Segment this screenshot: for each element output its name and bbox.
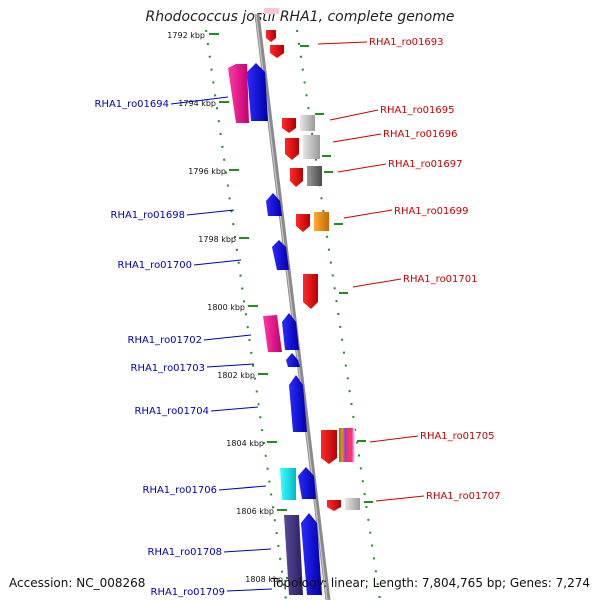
gene-arrow[interactable] xyxy=(303,274,318,309)
kbp-tick: 1800 kbp xyxy=(207,303,258,312)
gene-label-ro01706[interactable]: RHA1_ro01706 xyxy=(143,485,267,496)
gene-arrow[interactable] xyxy=(282,313,299,350)
map-title: Rhodococcus jostii RHA1, complete genome xyxy=(145,9,455,25)
kbp-tick: 1802 kbp xyxy=(217,371,268,380)
gene-label-ro01694[interactable]: RHA1_ro01694 xyxy=(95,96,229,110)
gene-arrow[interactable] xyxy=(285,138,299,160)
gene-name: RHA1_ro01693 xyxy=(369,37,444,48)
gene-label-ro01708[interactable]: RHA1_ro01708 xyxy=(148,547,272,558)
gene-arrow[interactable] xyxy=(286,353,300,367)
gene-arrow[interactable] xyxy=(282,118,296,133)
gene-arrow[interactable] xyxy=(296,214,310,232)
kbp-tick: 1804 kbp xyxy=(226,439,277,448)
gene-arrow[interactable] xyxy=(247,63,268,121)
kbp-tick: 1792 kbp xyxy=(167,31,219,40)
gene-name: RHA1_ro01702 xyxy=(128,335,203,346)
kbp-label: 1802 kbp xyxy=(217,371,255,380)
topology-text: Topology: linear; Length: 7,804,765 bp; … xyxy=(270,576,590,590)
gene-arrow[interactable] xyxy=(284,515,303,595)
gene-label-ro01707[interactable]: RHA1_ro01707 xyxy=(375,491,501,502)
gene-name: RHA1_ro01704 xyxy=(135,406,210,417)
gene-name: RHA1_ro01698 xyxy=(111,210,186,221)
accession-text: Accession: NC_008268 xyxy=(9,576,146,590)
gene-label-ro01695[interactable]: RHA1_ro01695 xyxy=(329,105,455,121)
gene-arrow[interactable] xyxy=(327,500,341,511)
gene-arrow[interactable] xyxy=(307,166,322,186)
kbp-tick: 1794 kbp xyxy=(178,99,229,108)
gene-arrow[interactable] xyxy=(345,498,360,510)
gene-label-ro01693[interactable]: RHA1_ro01693 xyxy=(317,37,444,48)
gene-label-ro01698[interactable]: RHA1_ro01698 xyxy=(111,209,235,221)
gene-arrow[interactable] xyxy=(263,315,282,352)
kbp-label: 1792 kbp xyxy=(167,31,205,40)
gene-label-ro01699[interactable]: RHA1_ro01699 xyxy=(343,206,469,219)
gene-name: RHA1_ro01709 xyxy=(151,587,226,598)
gene-name: RHA1_ro01696 xyxy=(383,129,458,140)
gene-arrow[interactable] xyxy=(300,115,315,131)
gene-arrow[interactable] xyxy=(266,30,276,42)
gene-arrow[interactable] xyxy=(280,468,296,500)
kbp-tick: 1798 kbp xyxy=(198,235,249,244)
gene-label-ro01702[interactable]: RHA1_ro01702 xyxy=(128,334,252,346)
kbp-label: 1800 kbp xyxy=(207,303,245,312)
gene-name: RHA1_ro01705 xyxy=(420,431,495,442)
gene-arrow[interactable] xyxy=(298,467,316,499)
gene-name: RHA1_ro01699 xyxy=(394,206,469,217)
kbp-label: 1804 kbp xyxy=(226,439,264,448)
kbp-label: 1806 kbp xyxy=(236,507,274,516)
kbp-label: 1794 kbp xyxy=(178,99,216,108)
genome-axis xyxy=(254,13,331,600)
kbp-label: 1798 kbp xyxy=(198,235,236,244)
gene-arrow[interactable] xyxy=(314,212,329,231)
gene-arrow[interactable] xyxy=(289,375,307,432)
gene-arrow[interactable] xyxy=(301,513,322,595)
gene-arrow[interactable] xyxy=(228,64,249,123)
gene-label-ro01696[interactable]: RHA1_ro01696 xyxy=(332,129,458,143)
gene-name: RHA1_ro01697 xyxy=(388,159,463,170)
kbp-label: 1808 kbp xyxy=(245,575,283,584)
gene-arrow[interactable] xyxy=(303,135,320,159)
kbp-tick: 1796 kbp xyxy=(188,167,239,176)
gene-name: RHA1_ro01700 xyxy=(118,260,193,271)
gene-arrow[interactable] xyxy=(270,45,284,58)
left-boundary-dots xyxy=(205,29,287,600)
gene-name: RHA1_ro01708 xyxy=(148,547,223,558)
gene-name: RHA1_ro01701 xyxy=(403,274,478,285)
gene-arrow[interactable] xyxy=(290,168,303,187)
right-boundary-ticks xyxy=(300,45,373,503)
gene-label-ro01701[interactable]: RHA1_ro01701 xyxy=(352,274,478,288)
gene-label-ro01697[interactable]: RHA1_ro01697 xyxy=(337,159,463,173)
kbp-tick: 1806 kbp xyxy=(236,507,287,516)
gene-label-ro01709[interactable]: RHA1_ro01709 xyxy=(151,587,273,598)
gene-name: RHA1_ro01707 xyxy=(426,491,501,502)
genome-axis-highlight xyxy=(255,13,328,600)
gene-label-ro01703[interactable]: RHA1_ro01703 xyxy=(131,363,255,374)
gene-label-ro01705[interactable]: RHA1_ro01705 xyxy=(369,431,495,443)
gene-label-ro01704[interactable]: RHA1_ro01704 xyxy=(135,406,259,417)
gene-arrow[interactable] xyxy=(321,430,337,464)
gene-arrow[interactable] xyxy=(339,428,355,462)
gene-name: RHA1_ro01694 xyxy=(95,99,170,110)
gene-arrow[interactable] xyxy=(264,8,279,14)
gene-arrow[interactable] xyxy=(272,240,289,270)
gene-name: RHA1_ro01695 xyxy=(380,105,455,116)
gene-name: RHA1_ro01706 xyxy=(143,485,218,496)
gene-arrow[interactable] xyxy=(266,193,282,216)
gene-label-ro01700[interactable]: RHA1_ro01700 xyxy=(118,259,242,271)
gene-name: RHA1_ro01703 xyxy=(131,363,206,374)
kbp-label: 1796 kbp xyxy=(188,167,226,176)
